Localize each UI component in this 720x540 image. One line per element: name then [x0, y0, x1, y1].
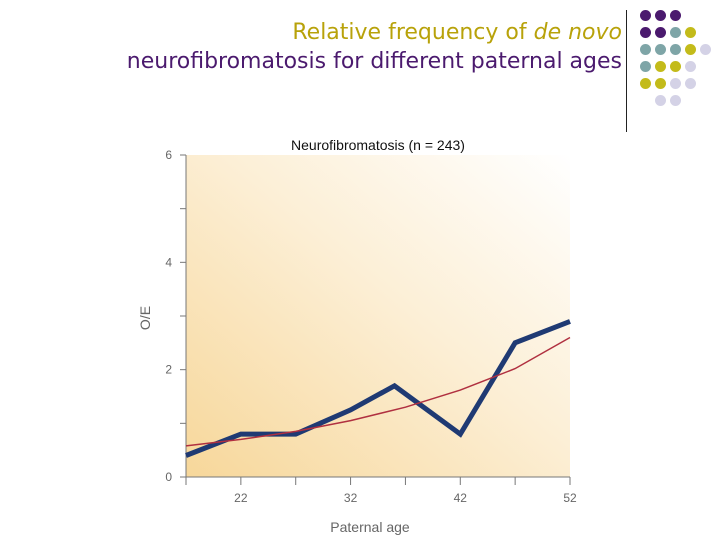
y-axis-label: O/E — [137, 306, 153, 330]
title-prefix: Relative frequency of — [292, 20, 534, 45]
decor-dot — [640, 78, 651, 89]
decor-dot — [655, 61, 666, 72]
decor-dot — [700, 44, 711, 55]
decor-dot — [655, 44, 666, 55]
decor-dot — [655, 27, 666, 38]
x-tick-label: 22 — [234, 491, 248, 505]
decor-dot — [685, 44, 696, 55]
decor-dot — [640, 44, 651, 55]
decor-dot — [685, 61, 696, 72]
decor-dot — [670, 78, 681, 89]
decor-dot — [670, 61, 681, 72]
decor-dot — [640, 61, 651, 72]
slide-title-line1: Relative frequency of de novo — [127, 18, 622, 47]
decor-dot — [670, 95, 681, 106]
x-tick-label: 42 — [454, 491, 468, 505]
x-tick-label: 32 — [344, 491, 358, 505]
y-tick-label: 6 — [165, 148, 172, 162]
slide-title: Relative frequency of de novo neurofibro… — [127, 18, 622, 76]
y-tick-label: 2 — [165, 363, 172, 377]
decor-dot — [685, 27, 696, 38]
series-line-trend — [185, 336, 571, 447]
y-tick-label: 4 — [165, 255, 172, 269]
slide-title-line2: neurofibromatosis for different paternal… — [126, 49, 622, 74]
divider-line — [626, 10, 627, 132]
decor-dot — [655, 78, 666, 89]
title-italic: de novo — [533, 20, 622, 45]
decor-dot — [655, 95, 666, 106]
decor-dot — [640, 10, 651, 21]
y-tick-label: 0 — [165, 470, 172, 484]
decor-dot — [670, 10, 681, 21]
chart-title: Neurofibromatosis (n = 243) — [291, 137, 465, 153]
decor-dot — [640, 27, 651, 38]
decor-dot — [685, 78, 696, 89]
decor-dot — [670, 27, 681, 38]
decorative-dot-grid — [640, 10, 720, 120]
series-lines — [185, 319, 571, 458]
x-axis-label: Paternal age — [330, 519, 410, 535]
x-tick-label: 52 — [563, 491, 577, 505]
decor-dot — [655, 10, 666, 21]
series-line-observed — [185, 319, 571, 458]
decor-dot — [670, 44, 681, 55]
axes — [180, 154, 571, 485]
tick-labels: 0 2 4 6 22 32 42 52 — [165, 148, 577, 505]
plot-background — [186, 155, 570, 477]
